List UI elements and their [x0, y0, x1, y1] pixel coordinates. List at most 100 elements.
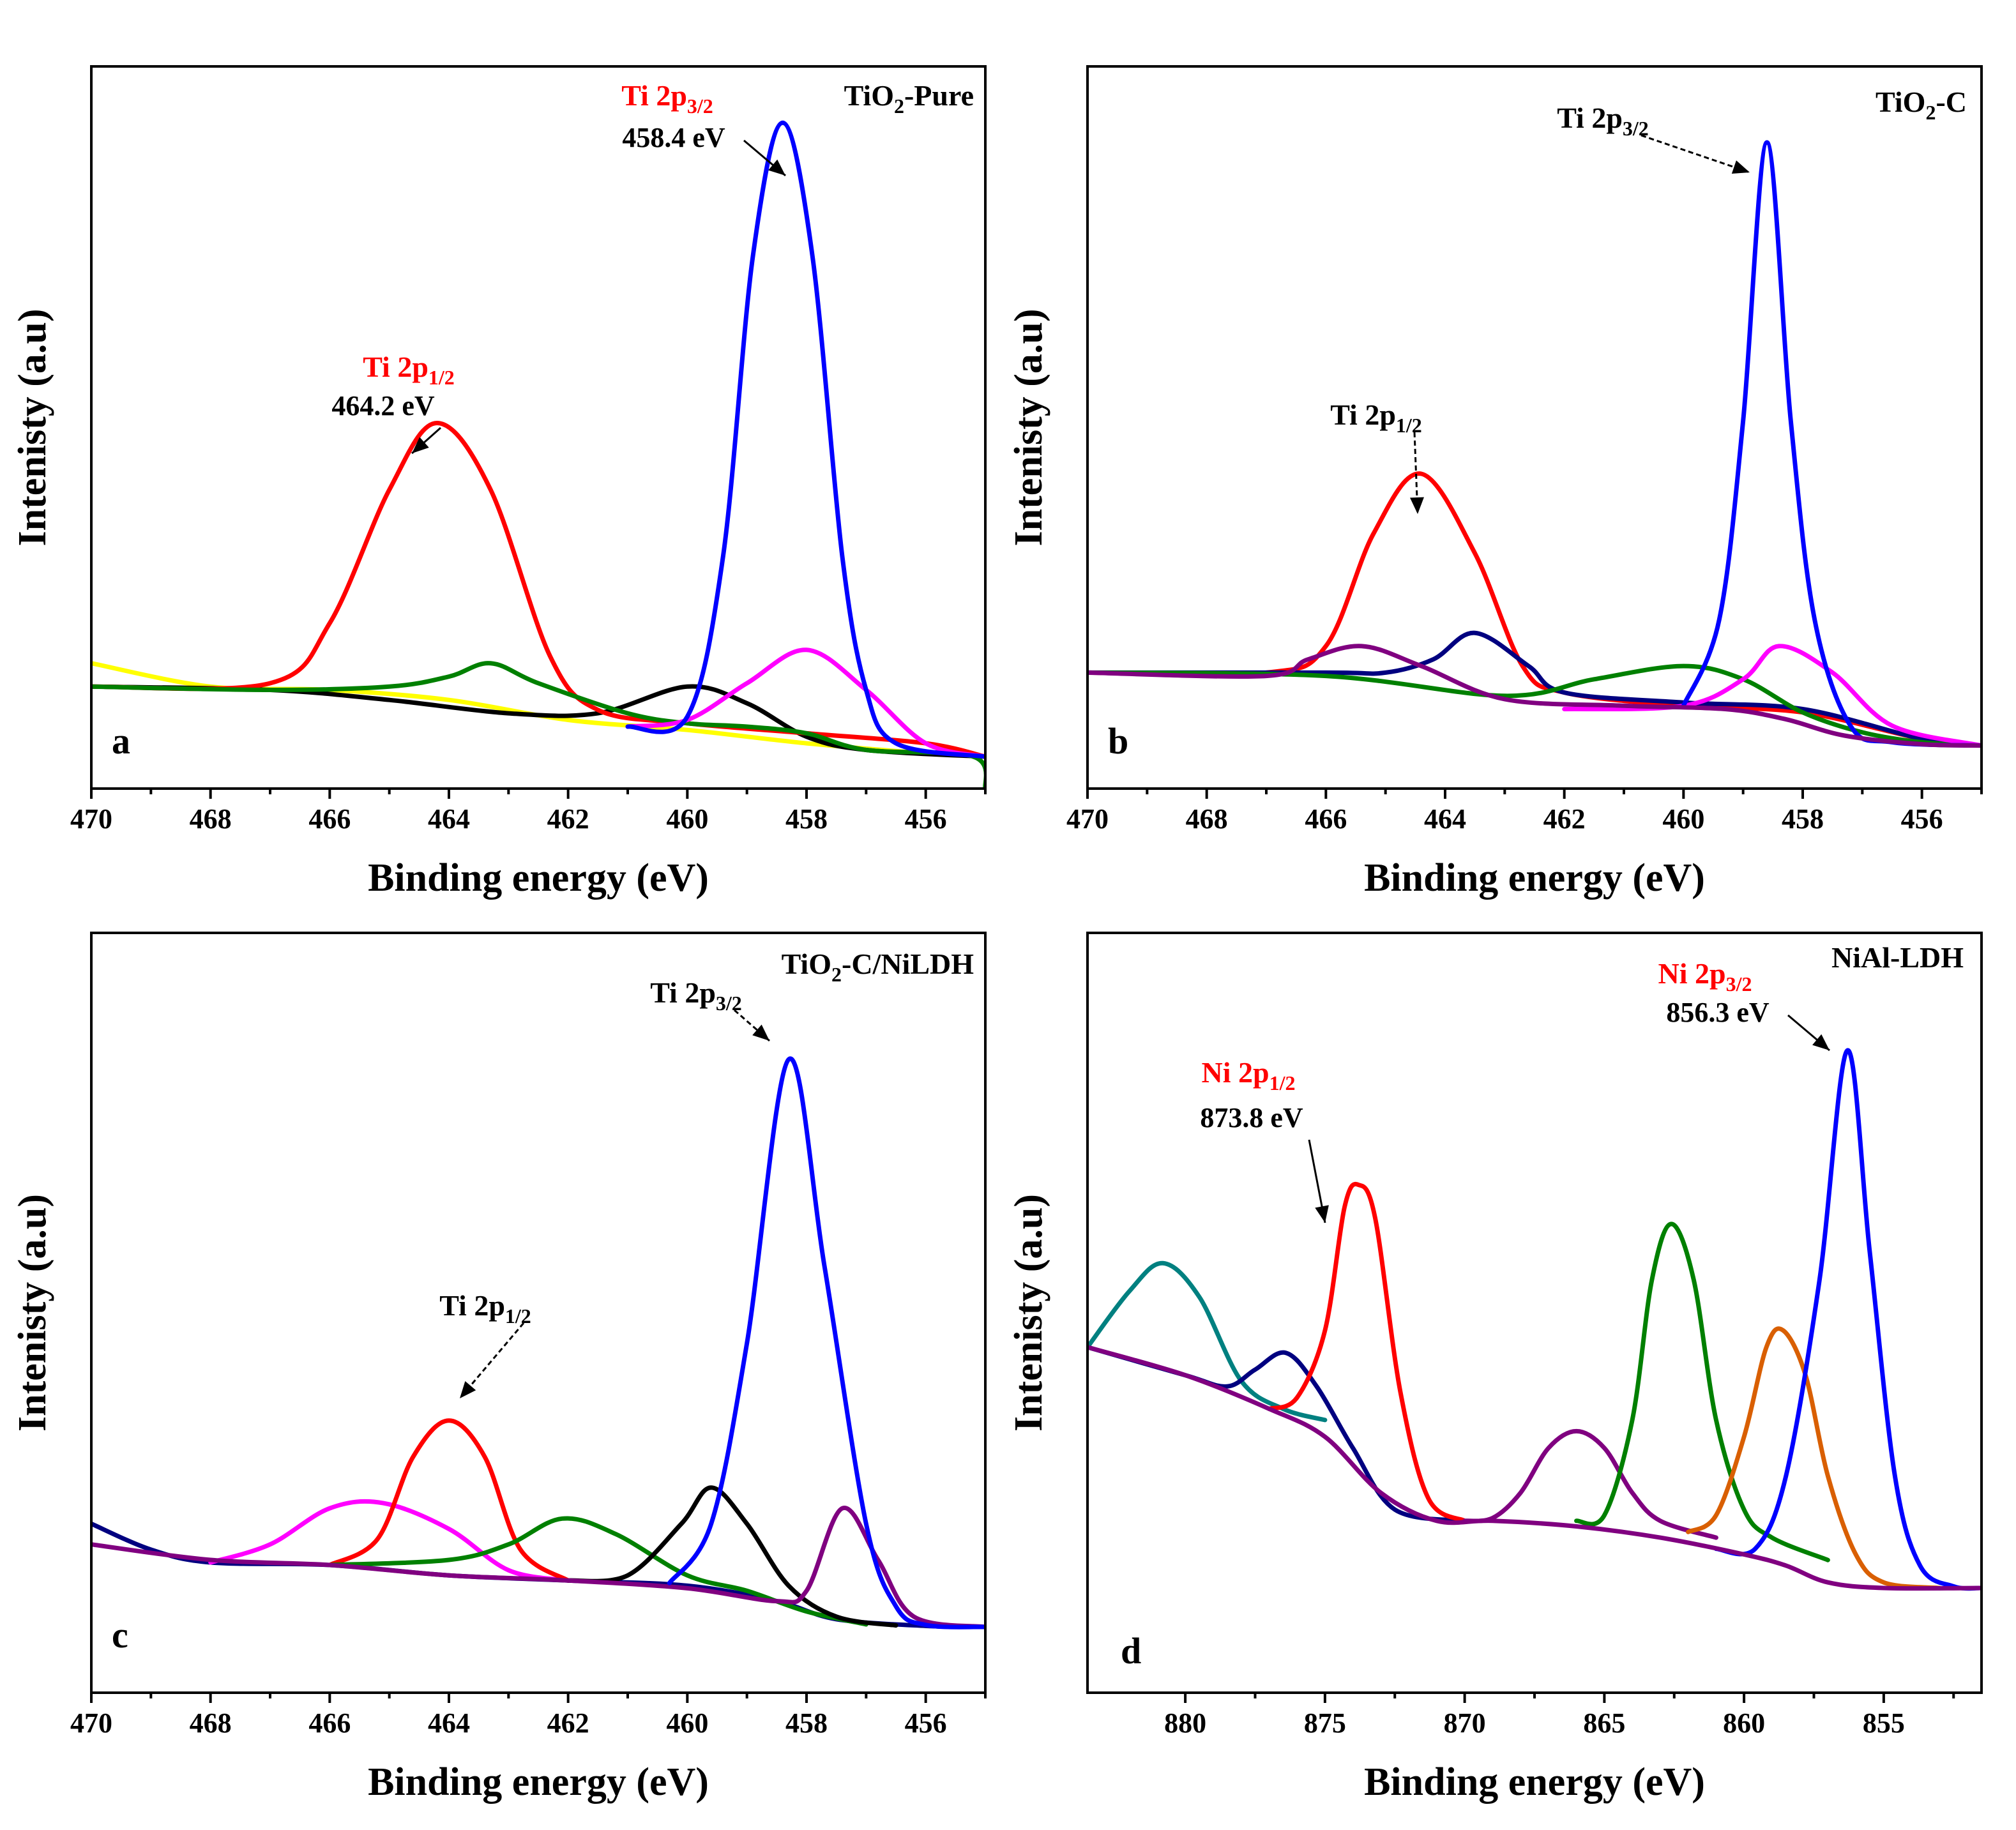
x-axis-label: Binding energy (eV)	[368, 1760, 709, 1804]
peak-label: Ni 2p1/2	[1202, 1056, 1296, 1094]
panel-a: 470 468 466 464 462 460 458 456 Binding energy (…	[11, 65, 987, 900]
plot-frame	[90, 932, 987, 1694]
x-tick-label: 458	[785, 1707, 828, 1739]
series-line-4	[91, 661, 985, 789]
series-line-3	[1266, 1181, 1467, 1524]
panel-letter: b	[1108, 720, 1128, 762]
series-group	[91, 1056, 985, 1630]
panel-b: 470 468 466 464 462 460 458 456 Binding energy (…	[1007, 65, 1983, 900]
x-tick-label: 470	[70, 1707, 112, 1739]
x-tick-label: 458	[1782, 803, 1824, 835]
x-tick-label: 462	[547, 1707, 589, 1739]
series-line-2	[208, 1499, 571, 1583]
x-tick-label: 464	[428, 803, 470, 835]
series-line-4	[1462, 1428, 1718, 1540]
peak-label: Ti 2p1/2	[363, 351, 455, 389]
series-line-1	[1088, 1260, 1328, 1423]
x-tick-label: 870	[1444, 1707, 1486, 1739]
peak-arrow-head	[1315, 1205, 1329, 1223]
peak-arrow-head	[460, 1381, 476, 1398]
peak-label: Ti 2p3/2	[650, 976, 742, 1015]
x-tick-label: 880	[1164, 1707, 1206, 1739]
series-line-6	[625, 120, 985, 759]
series-line-3	[327, 1418, 571, 1583]
x-tick-label: 460	[666, 1707, 708, 1739]
peak-arrow-line	[1641, 134, 1750, 174]
series-line-7	[667, 1056, 985, 1630]
peak-value: 856.3 eV	[1666, 997, 1770, 1028]
series-line-8	[1088, 1345, 1982, 1591]
peak-arrow-head	[752, 1024, 769, 1041]
x-tick-label: 875	[1304, 1707, 1346, 1739]
y-axis-label: Intenisty (a.u)	[11, 308, 54, 546]
sample-label: TiO2-C	[1876, 86, 1967, 124]
panel-letter: a	[112, 720, 130, 762]
x-tick-label: 466	[308, 1707, 351, 1739]
peak-arrow-head	[1409, 497, 1424, 514]
series-line-5	[1681, 140, 1982, 748]
peak-value: 458.4 eV	[622, 122, 725, 153]
plot-frame	[90, 65, 987, 790]
x-tick-label: 470	[1066, 803, 1109, 835]
x-tick-label: 466	[1305, 803, 1347, 835]
y-axis-label: Intenisty (a.u)	[1007, 1194, 1050, 1432]
x-axis-label: Binding energy (eV)	[1364, 856, 1705, 900]
series-line-3	[1088, 663, 1982, 748]
x-tick-label: 460	[1662, 803, 1704, 835]
series-group	[1088, 140, 1982, 748]
peak-annotation: Ti 2p3/2 458.4 eV	[621, 79, 786, 177]
x-tick-label: 468	[190, 803, 232, 835]
series-line-6	[1686, 1326, 1942, 1591]
peak-annotation: Ti 2p1/2	[439, 1289, 531, 1399]
panel-letter: d	[1121, 1630, 1141, 1672]
series-line-3	[91, 421, 985, 759]
plot-frame	[1086, 65, 1983, 790]
x-tick-label: 468	[190, 1707, 232, 1739]
x-tick-label: 470	[70, 803, 112, 835]
sample-label: NiAl-LDH	[1831, 941, 1964, 974]
x-tick-label: 456	[1901, 803, 1943, 835]
panel-d: 880 875 870 865 860 855 Binding energy (eV) Int…	[1007, 932, 1983, 1804]
peak-annotation: Ni 2p1/2 873.8 eV	[1200, 1056, 1329, 1223]
series-line-7	[1713, 1048, 1982, 1591]
peak-annotation: Ti 2p3/2	[1557, 102, 1750, 174]
series-line-5	[566, 1485, 898, 1628]
y-axis-label: Intenisty (a.u)	[1007, 308, 1050, 546]
panel-letter: c	[112, 1614, 128, 1656]
series-line-5	[1574, 1221, 1830, 1562]
x-tick-label: 860	[1723, 1707, 1765, 1739]
series-line-5	[625, 647, 985, 759]
peak-annotation: Ti 2p1/2	[1330, 398, 1424, 515]
panel-c: 470 468 466 464 462 460 458 456 Binding energy (…	[11, 932, 987, 1804]
x-tick-label: 464	[428, 1707, 470, 1739]
peak-arrow-head	[768, 159, 785, 176]
peak-value: 873.8 eV	[1200, 1102, 1303, 1133]
sample-label: TiO2-Pure	[844, 79, 974, 117]
x-tick-label: 865	[1583, 1707, 1625, 1739]
peak-label: Ti 2p3/2	[621, 79, 713, 117]
x-tick-label: 462	[547, 803, 589, 835]
peak-label: Ni 2p3/2	[1658, 957, 1752, 995]
series-group	[1088, 1048, 1982, 1591]
peak-annotation: Ti 2p3/2	[650, 976, 770, 1042]
series-line-6	[91, 1506, 985, 1630]
peak-label: Ti 2p3/2	[1557, 102, 1649, 140]
series-group	[91, 120, 985, 789]
peak-label: Ti 2p1/2	[439, 1289, 531, 1327]
peak-value: 464.2 eV	[331, 390, 435, 421]
x-tick-label: 462	[1543, 803, 1586, 835]
x-axis-label: Binding energy (eV)	[368, 856, 709, 900]
series-line-2	[1088, 630, 1982, 748]
x-tick-label: 460	[666, 803, 708, 835]
x-tick-label: 464	[1424, 803, 1466, 835]
series-line-6	[1088, 644, 1982, 748]
peak-label: Ti 2p1/2	[1330, 398, 1422, 437]
x-tick-label: 855	[1863, 1707, 1905, 1739]
x-tick-label: 458	[785, 803, 828, 835]
x-tick-label: 468	[1186, 803, 1228, 835]
x-axis-label: Binding energy (eV)	[1364, 1760, 1705, 1804]
peak-arrow-head	[412, 437, 429, 453]
